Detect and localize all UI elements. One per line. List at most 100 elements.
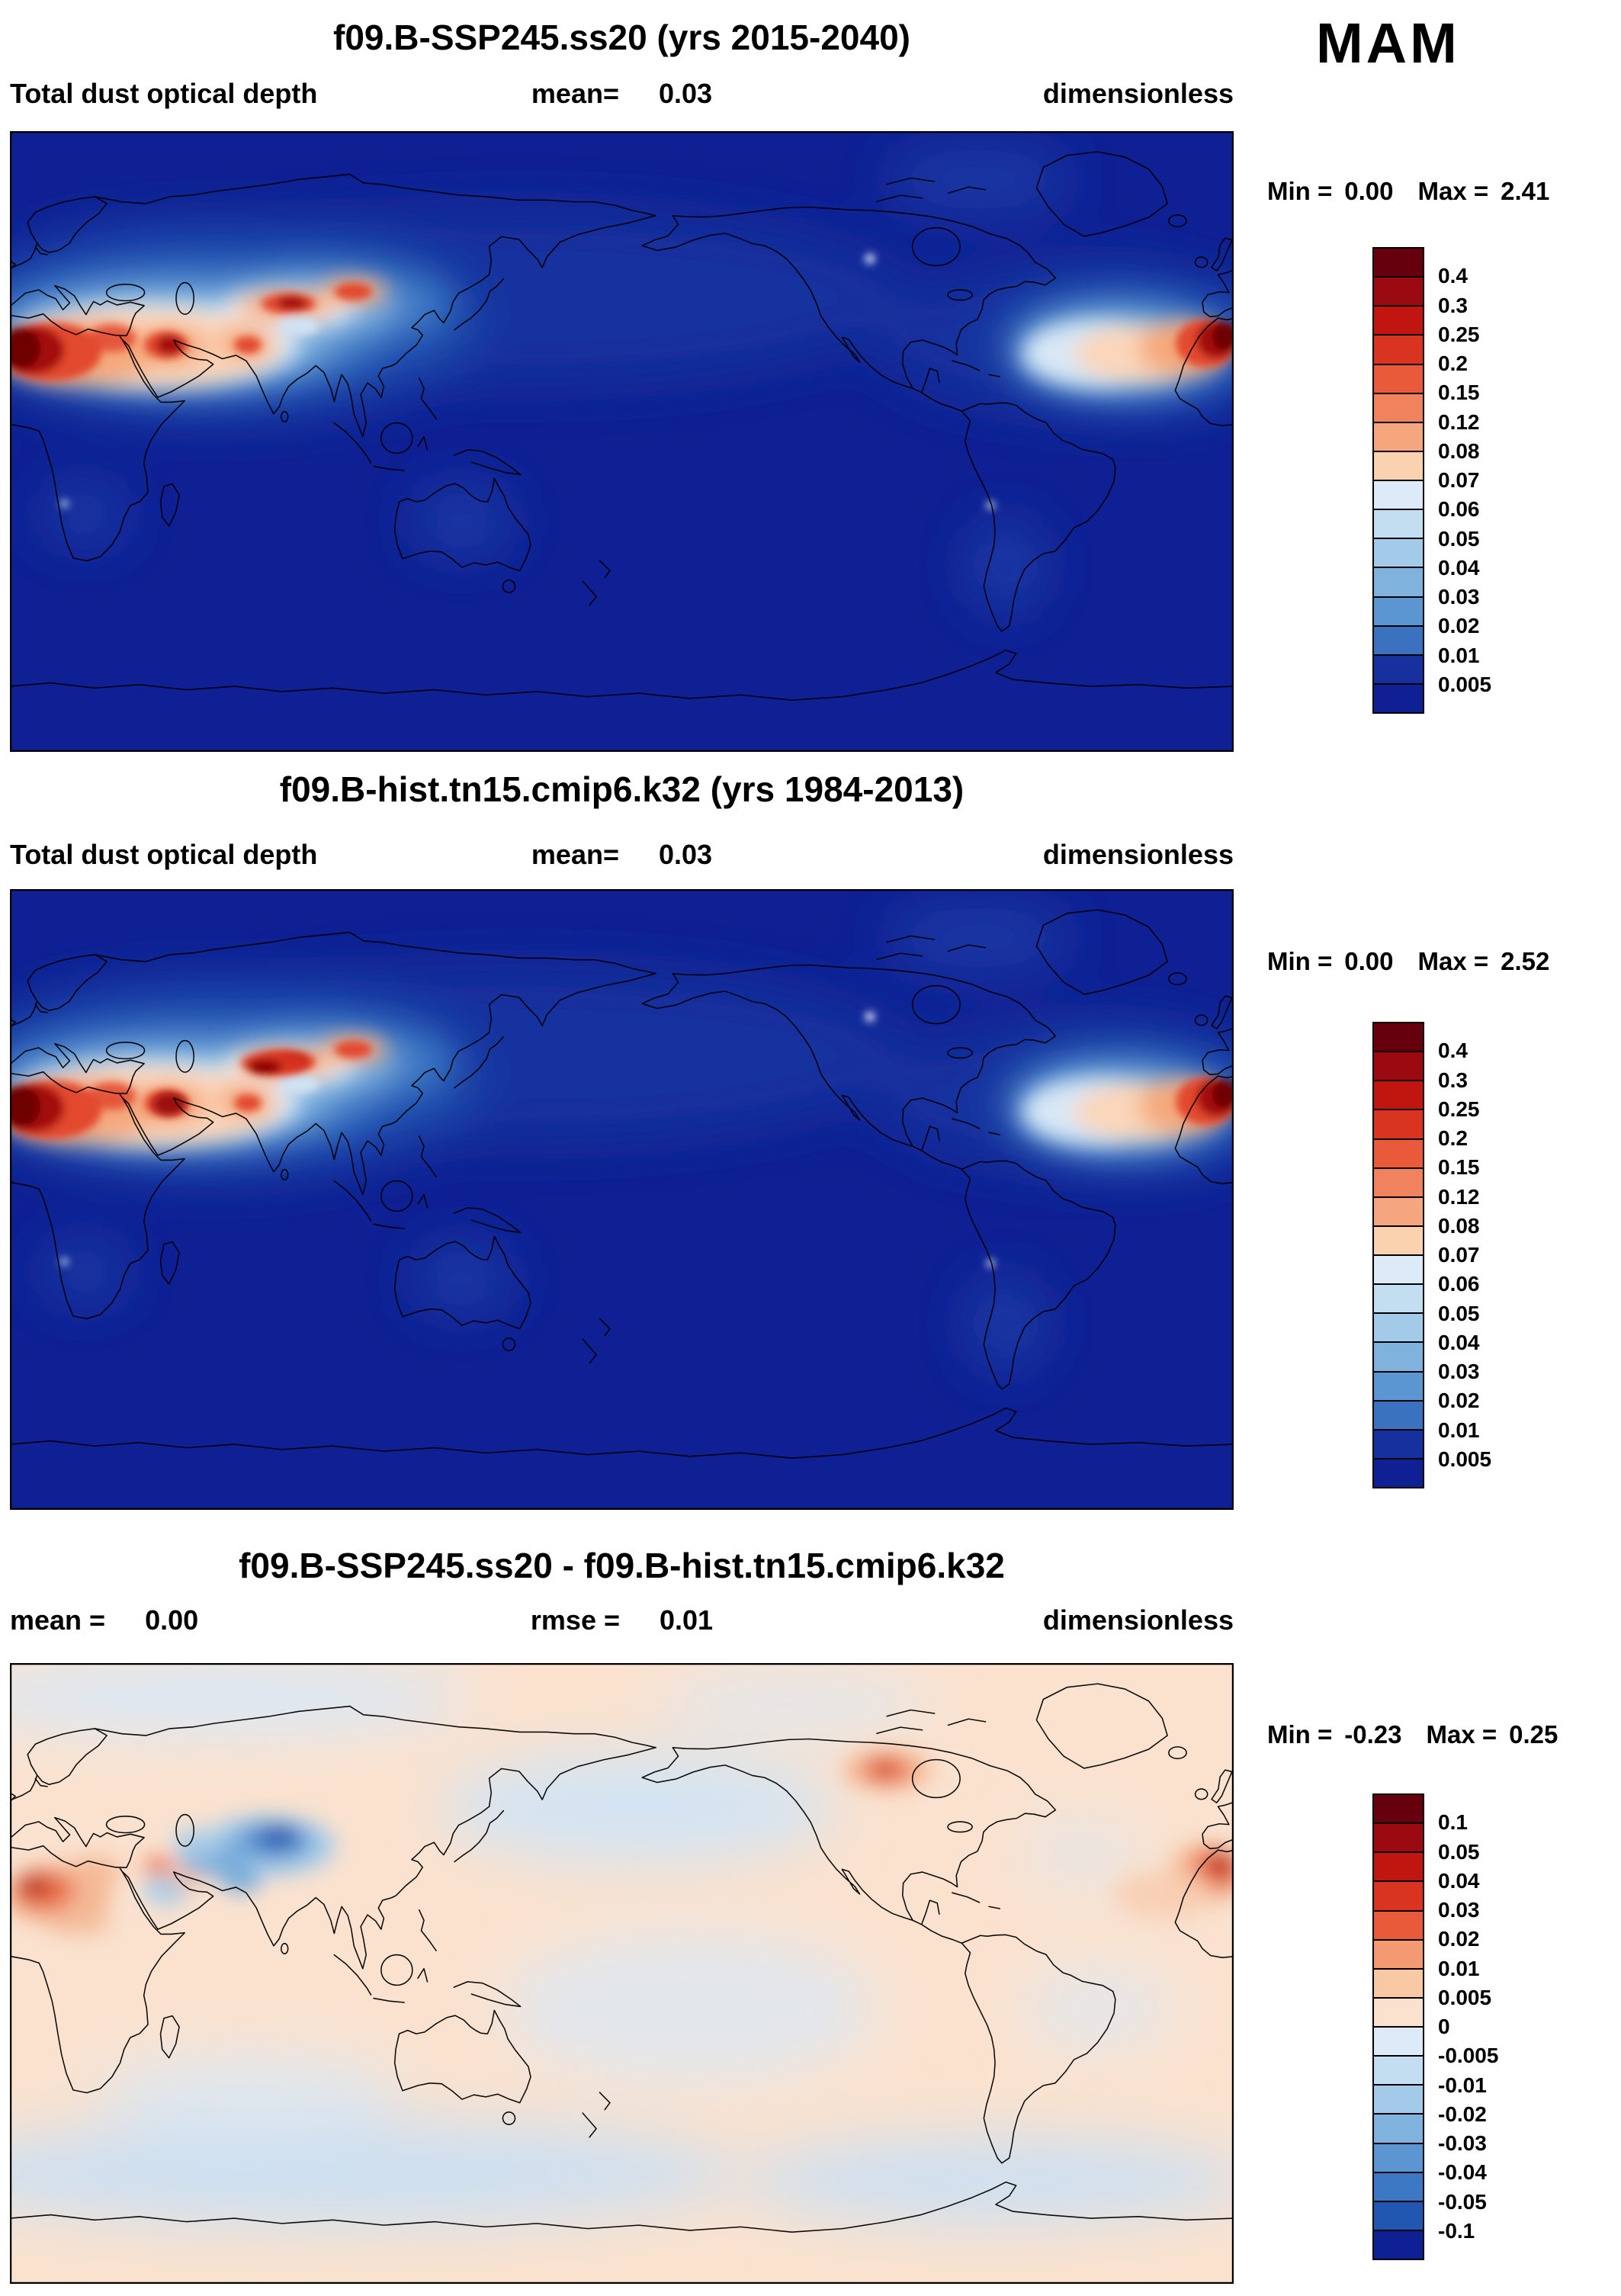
panel1-variable-label: Total dust optical depth [10, 78, 318, 109]
colorbar-tick-label: -0.01 [1438, 2073, 1487, 2097]
panel3-rmse-value: 0.01 [660, 1604, 714, 1636]
panel2-mean-value: 0.03 [659, 839, 713, 870]
colorbar-cell [1374, 392, 1423, 422]
panel1-title: f09.B-SSP245.ss20 (yrs 2015-2040) [333, 18, 910, 57]
panel1-mean-value: 0.03 [659, 78, 713, 109]
colorbar-cell [1374, 1341, 1423, 1371]
panel3-max-label: Max = [1426, 1720, 1497, 1748]
colorbar-tick-label: 0.1 [1438, 1810, 1468, 1835]
panel3-map [10, 1663, 1234, 2284]
colorbar-tick-label: 0.08 [1438, 1213, 1480, 1238]
colorbar-tick-label: 0.07 [1438, 468, 1480, 492]
panel2-variable-label: Total dust optical depth [10, 839, 318, 870]
map-frame [10, 131, 1234, 752]
panel1-max-value: 2.41 [1501, 177, 1550, 205]
colorbar-tick-label: 0.08 [1438, 438, 1480, 463]
panel1-max-label: Max = [1417, 177, 1489, 205]
colorbar-tick-label: 0.06 [1438, 1272, 1480, 1296]
colorbar-cell [1374, 682, 1423, 712]
dust-extra-hist [152, 1051, 310, 1116]
panel2-min-value: 0.00 [1344, 947, 1394, 975]
colorbar-cell [1374, 421, 1423, 451]
colorbar-tick-label: 0.15 [1438, 1155, 1480, 1180]
colorbar-tick-label: -0.04 [1438, 2160, 1487, 2185]
colorbar-cell [1374, 480, 1423, 509]
colorbar-cell [1374, 1051, 1423, 1081]
colorbar-tick-label: 0.02 [1438, 1389, 1480, 1413]
colorbar-cell [1374, 653, 1423, 683]
colorbar-cell [1374, 1023, 1423, 1052]
panel3-stats-row: mean = 0.00 rmse = 0.01 dimensionless [10, 1604, 1234, 1639]
colorbar-tick-label: -0.02 [1438, 2102, 1487, 2126]
colorbar-cell [1374, 2055, 1423, 2085]
colorbar-tick-label: 0.04 [1438, 555, 1480, 580]
colorbar-cell [1374, 249, 1423, 277]
colorbar-cell [1374, 1080, 1423, 1109]
colorbar-tick-label: 0.01 [1438, 1956, 1480, 1980]
colorbar-cell [1374, 1851, 1423, 1881]
colorbar-tick-label: -0.005 [1438, 2044, 1499, 2068]
colorbar-cell [1374, 1967, 1423, 1997]
panel3-minmax: Min = -0.23 Max = 0.25 [1267, 1720, 1558, 1749]
panel2-title: f09.B-hist.tn15.cmip6.k32 (yrs 1984-2013… [279, 769, 965, 809]
colorbar-cell [1374, 2229, 1423, 2259]
map-frame [10, 1663, 1234, 2284]
colorbar-cell [1374, 1370, 1423, 1400]
panel3-title: f09.B-SSP245.ss20 - f09.B-hist.tn15.cmip… [239, 1546, 1005, 1585]
colorbar-cell [1374, 1996, 1423, 2026]
colorbar-cell [1374, 2084, 1423, 2114]
colorbar-cell [1374, 334, 1423, 364]
colorbar-cell [1374, 1138, 1423, 1167]
panel2-min-label: Min = [1267, 947, 1333, 975]
colorbar-cell [1374, 2200, 1423, 2230]
colorbar-tick-label: 0.04 [1438, 1868, 1480, 1893]
panel1-map [10, 131, 1234, 752]
panel1-stats-row: Total dust optical depth mean= 0.03 dime… [10, 78, 1234, 113]
colorbar-cell [1374, 363, 1423, 393]
colorbar-cell [1374, 1880, 1423, 1910]
colorbar-tick-label: 0.03 [1438, 1360, 1480, 1383]
colorbar-tick-label: 0.4 [1438, 264, 1468, 288]
colorbar-cell [1374, 2142, 1423, 2172]
colorbar-cell [1374, 1428, 1423, 1458]
panel1-units-label: dimensionless [1042, 78, 1234, 109]
colorbar-cell [1374, 1909, 1423, 1939]
world-map-ssp245 [10, 131, 1234, 752]
colorbar-tick-label: 0.005 [1438, 1985, 1492, 2009]
world-map-hist [10, 889, 1234, 1510]
colorbar-tick-label: 0.04 [1438, 1330, 1480, 1354]
panel3-min-value: -0.23 [1344, 1720, 1402, 1748]
colorbar-tick-label: 0.02 [1438, 1927, 1480, 1951]
colorbar-tick-label: 0.01 [1438, 643, 1480, 667]
panel2-units-label: dimensionless [1042, 839, 1234, 870]
colorbar-tick-label: 0.15 [1438, 381, 1480, 405]
colorbar-cell [1374, 1196, 1423, 1225]
panel1-colorbar-labels: 0.4 0.3 0.25 0.2 0.15 0.12 0.08 0.07 0.06 0.05 0.0… [1438, 247, 1591, 714]
panel3-max-value: 0.25 [1509, 1720, 1558, 1748]
colorbar-tick-label: 0.12 [1438, 1184, 1480, 1209]
colorbar-tick-label: 0.3 [1438, 1068, 1468, 1092]
colorbar-cell [1374, 567, 1423, 596]
panel1-min-value: 0.00 [1344, 177, 1394, 205]
colorbar-tick-label: 0.2 [1438, 352, 1468, 375]
colorbar-tick-label: 0.03 [1438, 585, 1480, 609]
colorbar-tick-label: 0.3 [1438, 293, 1468, 317]
colorbar-tick-label: -0.1 [1438, 2218, 1475, 2243]
panel2-max-label: Max = [1417, 947, 1489, 975]
panel2-stats-row: Total dust optical depth mean= 0.03 dime… [10, 839, 1234, 874]
colorbar-tick-label: 0.25 [1438, 322, 1480, 346]
colorbar-cell [1374, 2171, 1423, 2201]
panel3-min-label: Min = [1267, 1720, 1333, 1748]
colorbar-cell [1374, 1283, 1423, 1313]
colorbar-tick-label: 0.07 [1438, 1243, 1480, 1267]
colorbar-tick-label: -0.03 [1438, 2131, 1487, 2155]
map-frame [10, 889, 1234, 1510]
panel2-map [10, 889, 1234, 1510]
colorbar-cell [1374, 2026, 1423, 2056]
colorbar-tick-label: 0.25 [1438, 1097, 1480, 1121]
colorbar-tick-label: 0.12 [1438, 409, 1480, 434]
colorbar-cell [1374, 276, 1423, 306]
colorbar-tick-label: 0.4 [1438, 1039, 1468, 1063]
panel2-mean-label: mean= [531, 839, 619, 870]
